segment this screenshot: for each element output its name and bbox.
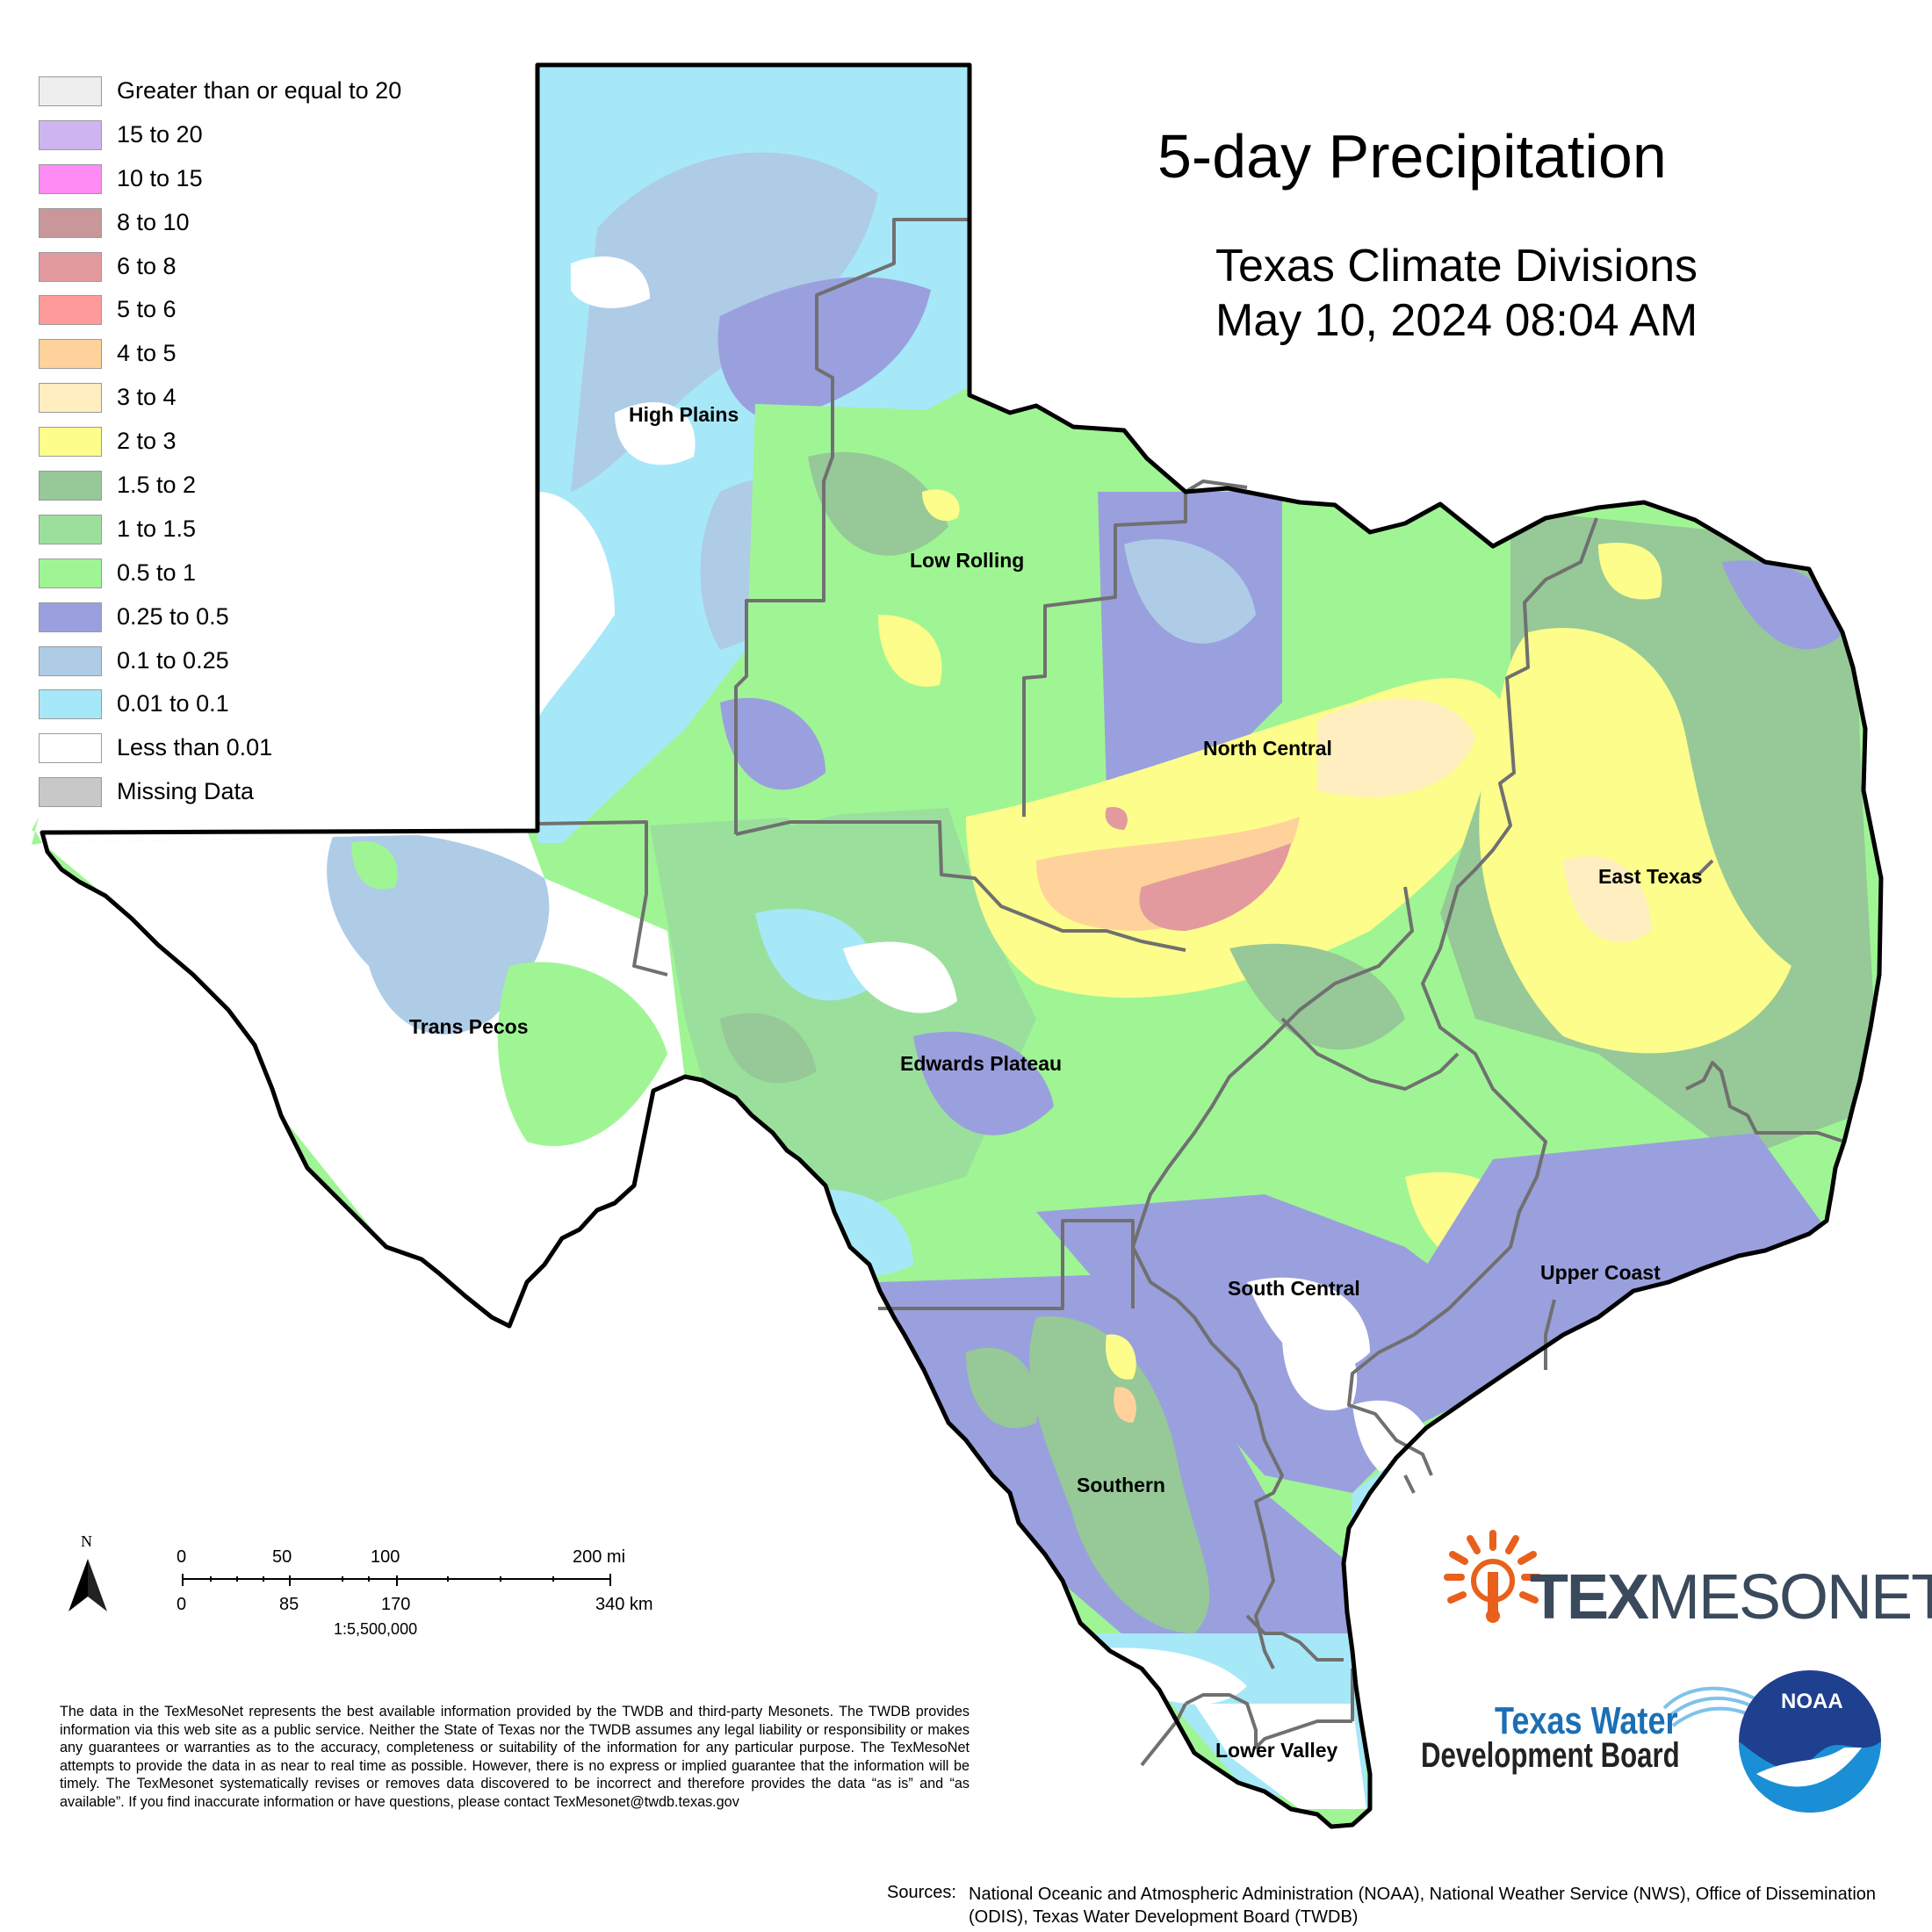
map-title: 5-day Precipitation — [1157, 122, 1667, 191]
legend-item: Missing Data — [39, 773, 495, 817]
legend-item: 15 to 20 — [39, 116, 495, 160]
legend-swatch — [39, 427, 102, 458]
noaa-logo-text: NOAA — [1781, 1690, 1843, 1713]
legend-item: 8 to 10 — [39, 204, 495, 248]
legend-swatch — [39, 76, 102, 106]
legend-label: 8 to 10 — [117, 208, 190, 235]
sources-text: National Oceanic and Atmospheric Adminis… — [969, 1885, 1877, 1927]
legend-label: 15 to 20 — [117, 120, 203, 148]
subtitle-divisions: Texas Climate Divisions — [1215, 241, 1698, 292]
legend-swatch — [39, 471, 102, 501]
north-arrow-icon — [68, 1559, 107, 1611]
region-label-high-plains: High Plains — [629, 403, 739, 426]
region-label-lower-valley: Lower Valley — [1215, 1739, 1338, 1762]
region-label-southern: Southern — [1077, 1474, 1165, 1496]
legend-label: 0.01 to 0.1 — [117, 690, 229, 717]
legend-label: 5 to 6 — [117, 296, 177, 323]
legend-item: 0.01 to 0.1 — [39, 685, 495, 729]
scale-km-170: 170 — [381, 1595, 411, 1614]
scale-km-340: 340 km — [595, 1595, 653, 1614]
climate-division-lines — [537, 218, 1845, 1767]
legend-swatch — [39, 295, 102, 326]
region-label-low-rolling: Low Rolling — [910, 549, 1025, 572]
legend-label: Greater than or equal to 20 — [117, 77, 402, 104]
legend-swatch — [39, 645, 102, 676]
legend-swatch — [39, 777, 102, 808]
legend-item: 0.25 to 0.5 — [39, 598, 495, 642]
legend-label: 0.5 to 1 — [117, 559, 197, 586]
legend-label: 0.1 to 0.25 — [117, 646, 229, 674]
texmesonet-logo-mesonet: MESONET — [1647, 1562, 1932, 1633]
legend-label: 1.5 to 2 — [117, 472, 197, 499]
legend: Greater than or equal to 20 15 to 20 10 to… — [39, 72, 495, 817]
scale-km-0: 0 — [177, 1595, 187, 1614]
legend-item: 4 to 5 — [39, 335, 495, 378]
legend-swatch — [39, 119, 102, 150]
texas-outline — [40, 62, 1884, 1829]
subtitle-date: May 10, 2024 08:04 AM — [1215, 295, 1698, 346]
legend-item: 6 to 8 — [39, 248, 495, 292]
scale-bar — [182, 1574, 611, 1586]
legend-item: Less than 0.01 — [39, 729, 495, 773]
scale-mi-50: 50 — [272, 1547, 292, 1567]
scale-mi-100: 100 — [371, 1547, 400, 1567]
texmesonet-logo-icon — [1444, 1530, 1542, 1623]
legend-item: 3 to 4 — [39, 378, 495, 422]
legend-label: 1 to 1.5 — [117, 515, 197, 542]
legend-swatch — [39, 689, 102, 720]
legend-item: 5 to 6 — [39, 291, 495, 335]
region-label-edwards-plateau: Edwards Plateau — [900, 1052, 1063, 1075]
legend-item: 1.5 to 2 — [39, 466, 495, 510]
legend-swatch — [39, 558, 102, 588]
legend-label: Less than 0.01 — [117, 734, 273, 761]
legend-swatch — [39, 514, 102, 544]
texmesonet-logo: TEXMESONET — [1530, 1561, 1932, 1633]
legend-item: 2 to 3 — [39, 422, 495, 466]
legend-swatch — [39, 207, 102, 238]
legend-label: Missing Data — [117, 778, 255, 805]
texmesonet-logo-tex: TEX — [1530, 1562, 1649, 1633]
legend-swatch — [39, 383, 102, 414]
legend-item: Greater than or equal to 20 — [39, 72, 495, 116]
legend-label: 10 to 15 — [117, 164, 203, 191]
scale-mi-0: 0 — [177, 1547, 187, 1567]
noaa-logo-icon — [1739, 1670, 1881, 1813]
legend-swatch — [39, 733, 102, 764]
legend-item: 0.5 to 1 — [39, 554, 495, 598]
region-label-upper-coast: Upper Coast — [1540, 1261, 1661, 1284]
map-subtitle: Texas Climate Divisions May 10, 2024 08:… — [1215, 239, 1698, 348]
region-label-east-texas: East Texas — [1598, 865, 1703, 888]
legend-item: 0.1 to 0.25 — [39, 642, 495, 686]
legend-label: 4 to 5 — [117, 340, 177, 367]
legend-item: 1 to 1.5 — [39, 510, 495, 554]
scale-ratio: 1:5,500,000 — [334, 1620, 418, 1638]
region-label-north-central: North Central — [1203, 737, 1332, 760]
region-label-trans-pecos: Trans Pecos — [409, 1015, 529, 1038]
disclaimer-text: The data in the TexMesoNet represents th… — [60, 1704, 970, 1810]
legend-label: 0.25 to 0.5 — [117, 602, 229, 630]
north-label: N — [81, 1532, 92, 1550]
legend-label: 3 to 4 — [117, 384, 177, 411]
scale-km-85: 85 — [279, 1595, 299, 1614]
legend-label: 6 to 8 — [117, 252, 177, 279]
twdb-logo-line1: Texas Water — [1495, 1699, 1678, 1742]
legend-swatch — [39, 339, 102, 370]
twdb-logo-line2: Development Board — [1421, 1736, 1680, 1775]
legend-swatch — [39, 251, 102, 282]
legend-label: 2 to 3 — [117, 428, 177, 455]
legend-swatch — [39, 602, 102, 632]
region-label-south-central: South Central — [1228, 1277, 1360, 1300]
scale-mi-200: 200 mi — [573, 1547, 626, 1567]
legend-swatch — [39, 163, 102, 194]
sources-label: Sources: — [887, 1883, 956, 1902]
legend-item: 10 to 15 — [39, 160, 495, 204]
